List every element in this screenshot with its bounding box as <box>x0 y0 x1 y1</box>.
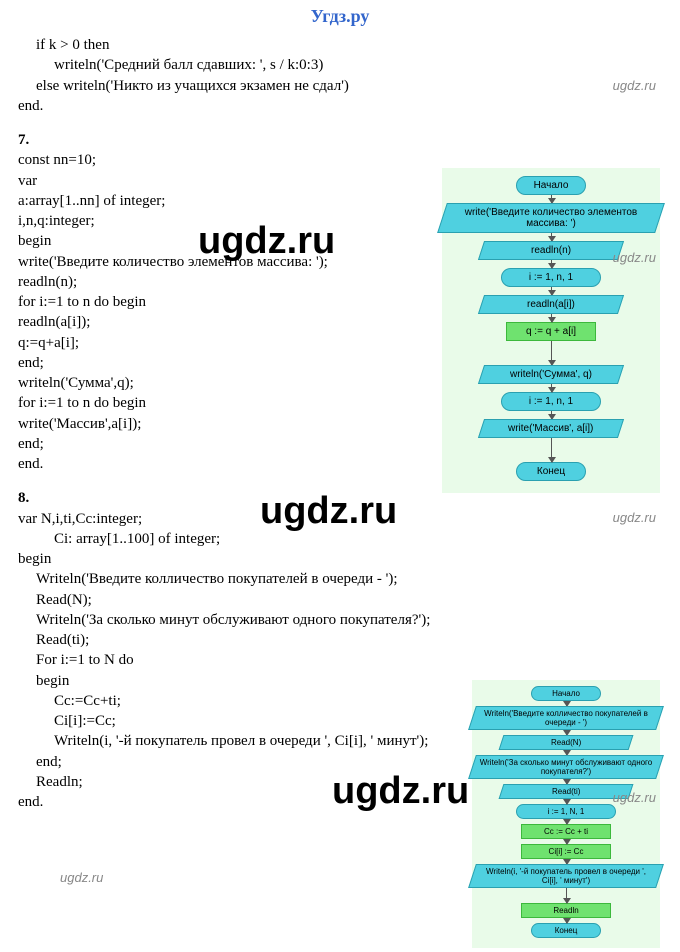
code-line: end. <box>18 96 662 116</box>
code-line: var N,i,ti,Cc:integer; <box>18 509 662 529</box>
code-line: writeln('Средний балл сдавших: ', s / k:… <box>18 55 662 75</box>
flowchart-2: Начало Writeln('Введите колличество поку… <box>472 680 660 948</box>
fc-start: Начало <box>516 176 586 195</box>
code-line: if k > 0 then <box>18 35 662 55</box>
code-line: Writeln('Введите колличество покупателей… <box>18 569 662 589</box>
page-header: Угдз.ру <box>0 0 680 35</box>
fc-io: write('Массив', a[i]) <box>478 419 624 438</box>
code-line: Writeln('За сколько минут обслуживают од… <box>18 610 662 630</box>
fc-process: Ci[i] := Cc <box>521 844 611 859</box>
fc-io: Read(ti) <box>499 784 634 799</box>
fc-io: Writeln('Введите колличество покупателей… <box>468 706 664 730</box>
code-line: Ci: array[1..100] of integer; <box>18 529 662 549</box>
code-line: Read(ti); <box>18 630 662 650</box>
fc-loop: i := 1, N, 1 <box>516 804 616 819</box>
code-line: Read(N); <box>18 590 662 610</box>
fc-io: write('Введите количество элементов масс… <box>437 203 665 233</box>
fc-process: Readln <box>521 903 611 918</box>
fc-loop: i := 1, n, 1 <box>501 392 601 411</box>
fc-process: q := q + a[i] <box>506 322 596 341</box>
flowchart-1: Начало write('Введите количество элемент… <box>442 168 660 493</box>
code-line: else writeln('Никто из учащихся экзамен … <box>18 76 662 96</box>
fc-loop: i := 1, n, 1 <box>501 268 601 287</box>
section-number: 7. <box>18 130 662 150</box>
code-line: For i:=1 to N do <box>18 650 662 670</box>
fc-io: Read(N) <box>499 735 634 750</box>
fc-io: Writeln('За сколько минут обслуживают од… <box>468 755 664 779</box>
fc-io: writeln('Сумма', q) <box>478 365 624 384</box>
watermark-small: ugdz.ru <box>60 870 103 885</box>
code-line: begin <box>18 549 662 569</box>
fc-process: Cc := Cc + ti <box>521 824 611 839</box>
fc-io: readln(a[i]) <box>478 295 624 314</box>
fc-io: Writeln(i, '-й покупатель провел в очере… <box>468 864 664 888</box>
fc-start: Начало <box>531 686 601 701</box>
fc-end: Конец <box>516 462 586 481</box>
fc-end: Конец <box>531 923 601 938</box>
fc-io: readln(n) <box>478 241 624 260</box>
